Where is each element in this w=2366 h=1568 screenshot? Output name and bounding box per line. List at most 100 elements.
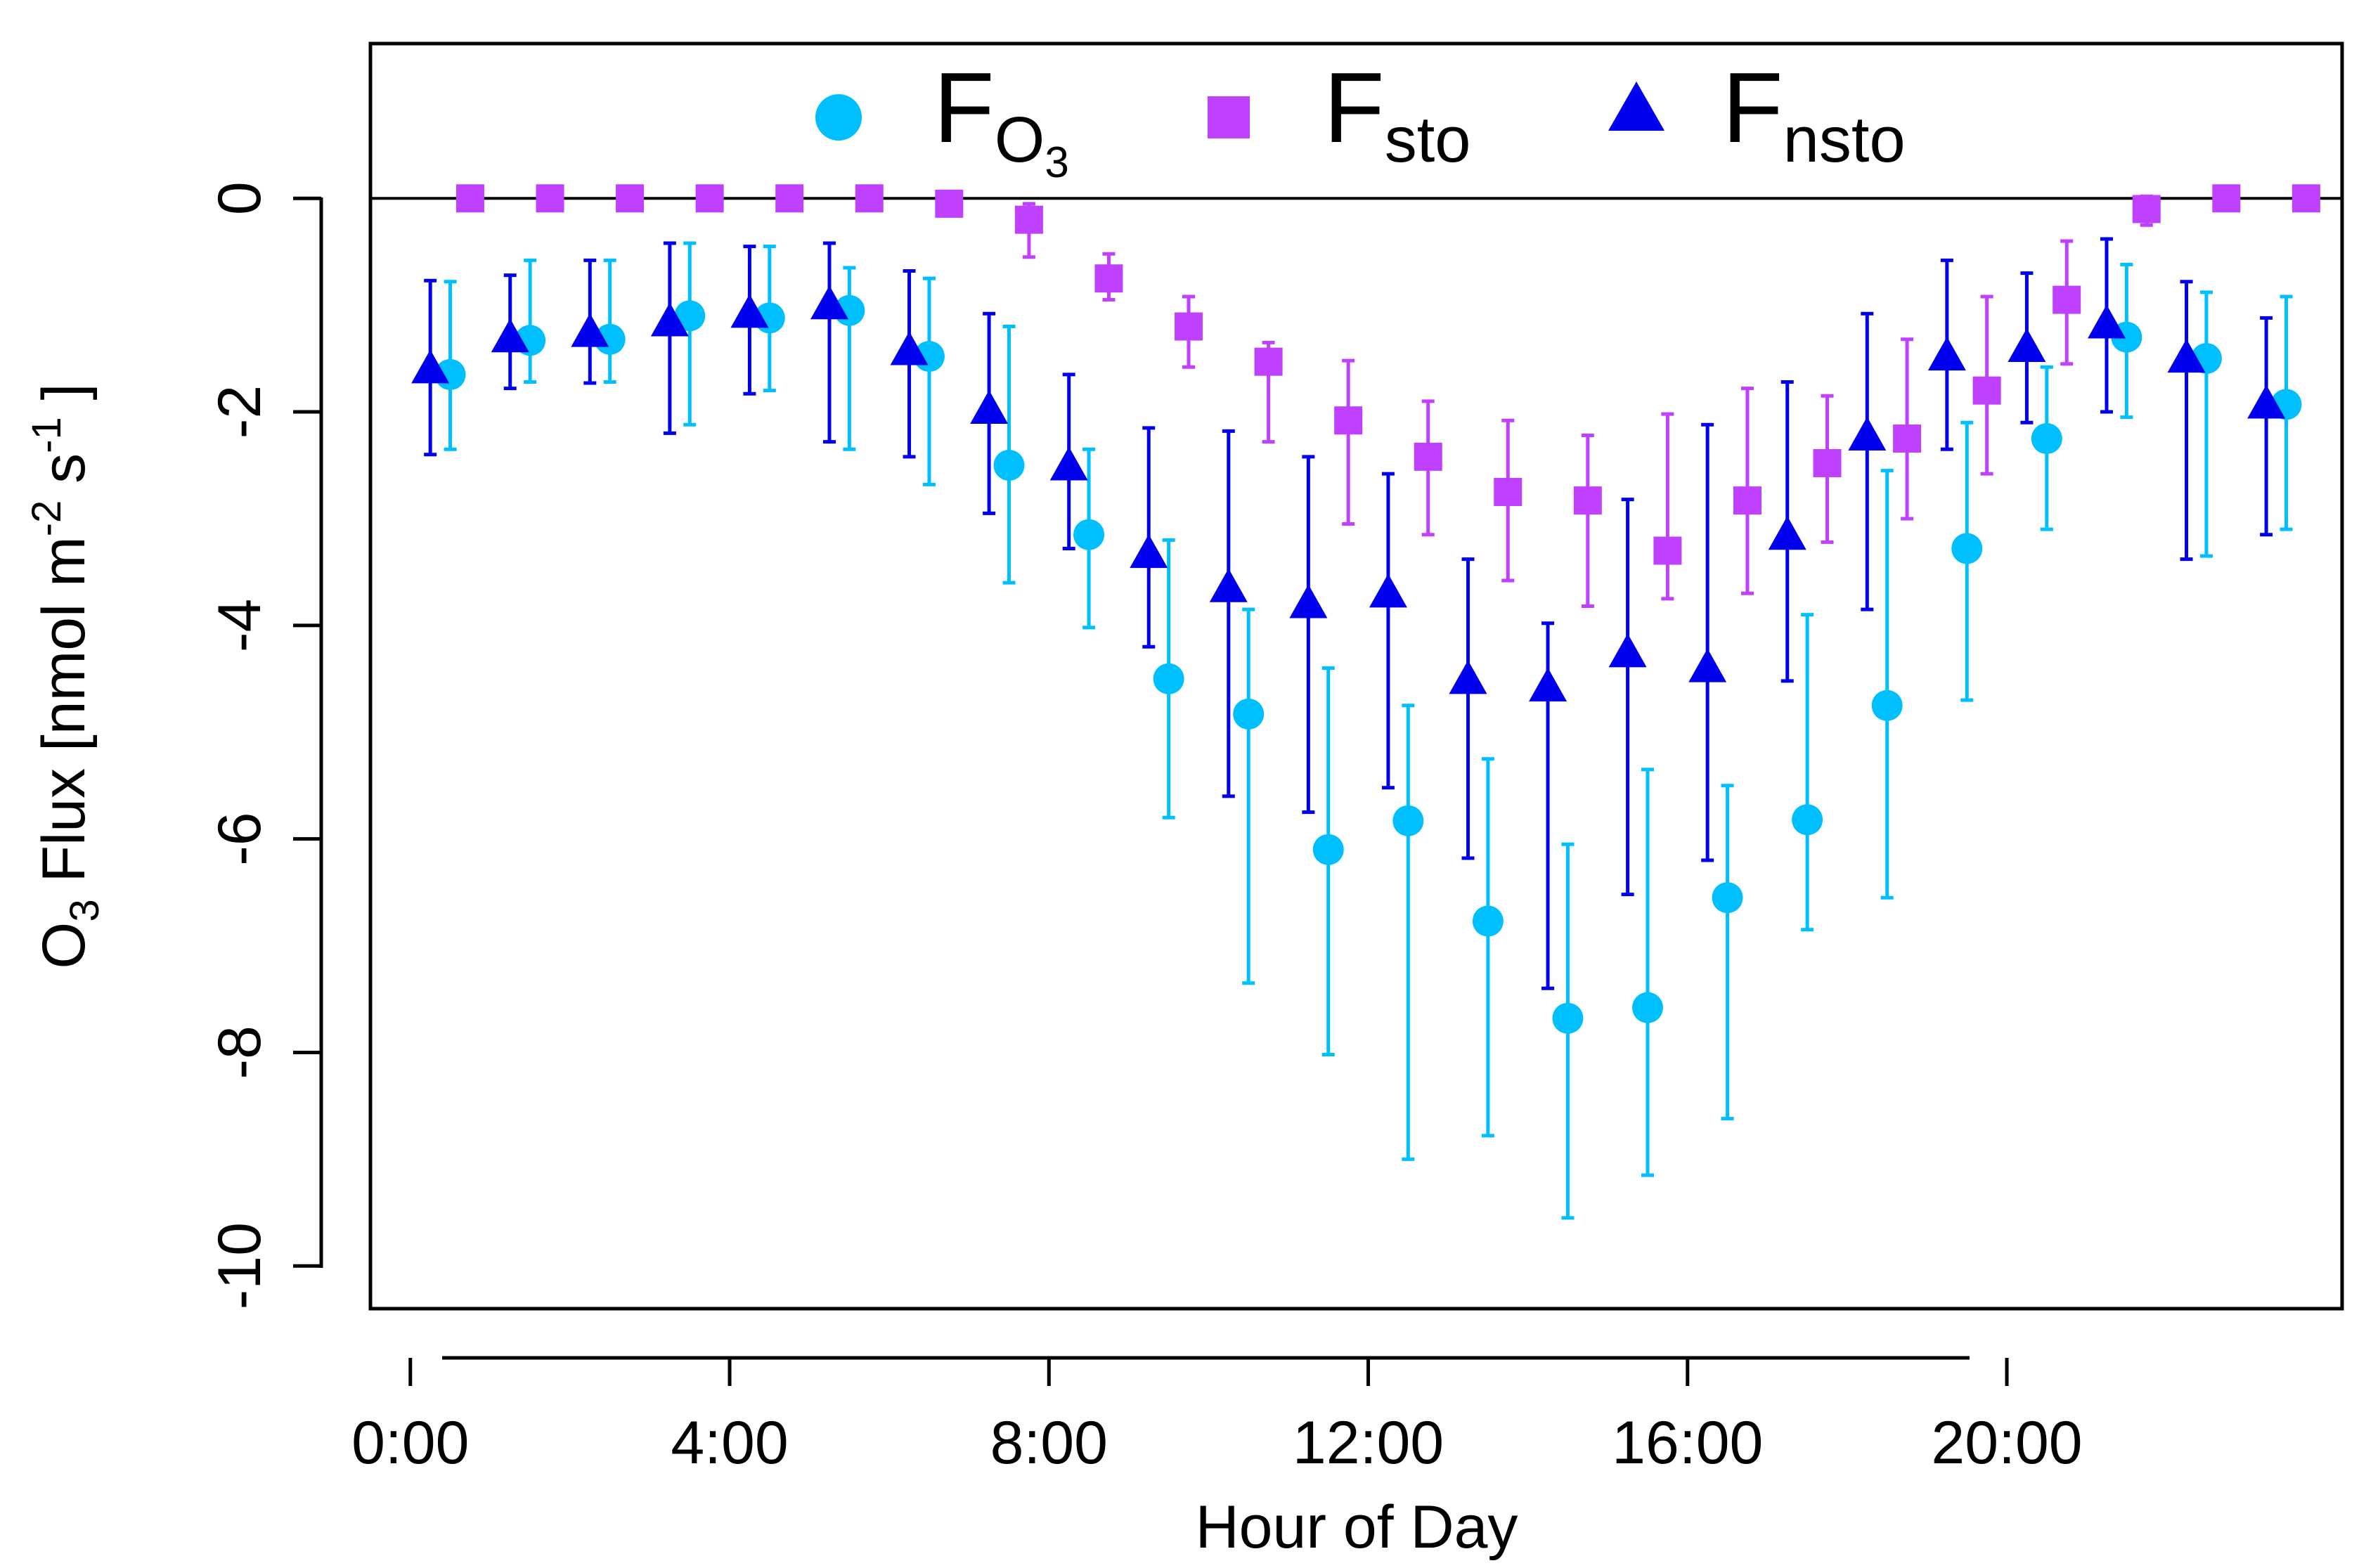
point-F_sto — [536, 184, 564, 213]
point-F_nsto — [2008, 328, 2046, 362]
point-F_nsto — [1688, 648, 1727, 682]
legend-label-sub: O — [995, 104, 1045, 176]
legend-label-F_sto: Fsto — [1324, 52, 1470, 176]
point-F_nsto — [1608, 633, 1647, 668]
point-F_O3 — [1153, 663, 1184, 694]
point-F_sto — [1334, 406, 1363, 435]
point-F_sto — [695, 184, 724, 213]
y-label-main: Flux [nmol m — [30, 536, 98, 899]
legend-label-sub: sto — [1385, 104, 1471, 176]
x-tick-label: 20:00 — [1931, 1409, 2082, 1477]
point-F_sto — [1014, 205, 1043, 234]
x-tick-label: 16:00 — [1612, 1409, 1763, 1477]
point-F_nsto — [970, 390, 1009, 425]
y-tick-label: -2 — [206, 385, 273, 439]
point-F_O3 — [993, 450, 1025, 481]
point-F_nsto — [571, 313, 609, 347]
point-F_sto — [1573, 486, 1602, 515]
legend-marker-F_sto — [1208, 96, 1250, 138]
point-F_nsto — [1289, 584, 1328, 618]
y-label-mid: s — [30, 453, 98, 500]
point-F_nsto — [411, 349, 450, 384]
point-F_nsto — [1130, 534, 1168, 569]
point-F_O3 — [2031, 423, 2062, 455]
legend-marker-F_O3 — [815, 94, 862, 141]
y-tick-label: -8 — [206, 1025, 273, 1079]
x-tick-label: 8:00 — [990, 1409, 1108, 1477]
point-F_sto — [1494, 477, 1523, 506]
point-F_sto — [2212, 184, 2241, 213]
data-points — [411, 184, 2320, 1034]
point-F_O3 — [1712, 882, 1743, 914]
x-axis-label: Hour of Day — [1196, 1494, 1518, 1561]
point-F_nsto — [890, 331, 929, 365]
y-tick-label: -6 — [206, 812, 273, 865]
x-axis: 0:00 4:00 8:00 12:00 16:00 20:00 — [351, 1356, 2083, 1477]
point-F_nsto — [650, 302, 689, 337]
plot-frame — [368, 41, 2344, 1311]
point-F_sto — [1813, 448, 1842, 477]
point-F_O3 — [1632, 992, 1664, 1023]
point-F_O3 — [1233, 698, 1265, 730]
y-axis: 0 -2 -4 -6 -8 -10 — [206, 181, 323, 1309]
y-tick-label: 0 — [206, 181, 273, 215]
point-F_nsto — [2247, 384, 2286, 419]
point-F_nsto — [491, 318, 529, 353]
legend-label-main: F — [933, 52, 995, 164]
point-F_nsto — [2087, 304, 2126, 339]
point-F_nsto — [1927, 337, 1966, 371]
y-tick-label: -4 — [206, 599, 273, 652]
y-label-superscript-1: -2 — [24, 500, 70, 537]
point-F_sto — [455, 184, 484, 213]
point-F_O3 — [1552, 1002, 1584, 1034]
point-F_sto — [2132, 195, 2161, 223]
legend-label-sub: nsto — [1783, 104, 1906, 176]
point-F_sto — [1733, 486, 1761, 515]
point-F_O3 — [1392, 805, 1424, 836]
point-F_sto — [1893, 425, 1922, 453]
point-F_nsto — [730, 294, 769, 328]
y-axis-label: O3 Flux [nmol m-2 s-1 ] — [24, 383, 108, 968]
legend-label-F_O3: FO3 — [933, 52, 1069, 187]
point-F_nsto — [1049, 446, 1088, 481]
point-F_sto — [935, 189, 964, 218]
point-F_O3 — [1472, 905, 1504, 937]
point-F_O3 — [1312, 834, 1344, 865]
legend: FO3 Fsto Fnsto — [815, 52, 1906, 187]
point-F_nsto — [2167, 339, 2206, 373]
point-F_nsto — [1449, 660, 1487, 694]
point-F_sto — [1972, 376, 2001, 405]
point-F_sto — [2291, 184, 2320, 213]
point-F_nsto — [1848, 417, 1887, 451]
point-F_nsto — [1369, 574, 1407, 608]
point-F_O3 — [674, 300, 706, 332]
x-tick-label: 4:00 — [671, 1409, 788, 1477]
point-F_O3 — [1871, 689, 1903, 721]
point-F_sto — [1653, 536, 1682, 565]
x-tick-label: 12:00 — [1293, 1409, 1444, 1477]
legend-label-subsub: 3 — [1045, 138, 1068, 187]
y-tick-label: -10 — [206, 1222, 273, 1309]
point-F_sto — [855, 184, 884, 213]
point-F_sto — [616, 184, 645, 213]
point-F_nsto — [1209, 568, 1248, 602]
point-F_O3 — [1792, 804, 1823, 836]
point-F_O3 — [1073, 519, 1105, 550]
y-label-prefix: O — [30, 922, 98, 969]
point-F_nsto — [810, 285, 848, 320]
legend-label-main: F — [1722, 52, 1783, 164]
point-F_nsto — [1529, 667, 1567, 701]
legend-label-F_nsto: Fnsto — [1722, 52, 1906, 176]
y-label-superscript-2: -1 — [24, 417, 70, 453]
point-F_sto — [1094, 264, 1123, 293]
point-F_nsto — [1768, 516, 1806, 550]
point-F_sto — [2053, 285, 2081, 314]
y-label-prefix-subscript: 3 — [62, 899, 108, 921]
point-F_sto — [775, 184, 804, 213]
point-F_sto — [1254, 347, 1283, 376]
point-F_O3 — [1951, 533, 1983, 564]
legend-marker-F_nsto — [1608, 82, 1664, 131]
legend-label-main: F — [1324, 52, 1385, 164]
